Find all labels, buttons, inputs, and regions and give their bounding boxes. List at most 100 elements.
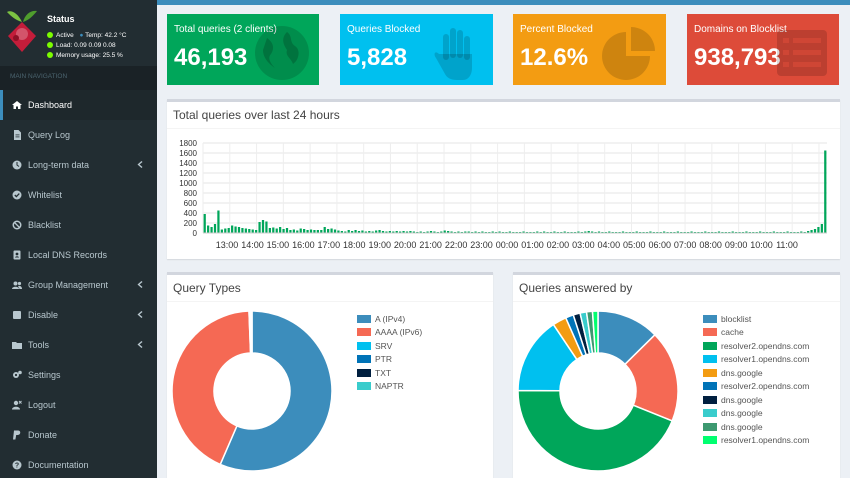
legend-item[interactable]: resolver2.opendns.com bbox=[703, 380, 809, 394]
bar-permitted[interactable] bbox=[309, 229, 313, 234]
bar-permitted[interactable] bbox=[327, 229, 330, 233]
bar-permitted[interactable] bbox=[330, 228, 333, 234]
bar-permitted[interactable] bbox=[237, 227, 241, 233]
bar-permitted[interactable] bbox=[299, 228, 302, 234]
bar-permitted[interactable] bbox=[813, 229, 817, 233]
sidebar-item-disable[interactable]: Disable bbox=[0, 300, 157, 330]
sidebar-item-long-term-data[interactable]: Long-term data bbox=[0, 150, 157, 180]
bar-permitted[interactable] bbox=[649, 231, 652, 234]
bar-permitted[interactable] bbox=[786, 231, 789, 234]
bar-permitted[interactable] bbox=[227, 228, 230, 233]
bar-permitted[interactable] bbox=[450, 231, 453, 234]
legend-item[interactable]: SRV bbox=[357, 339, 422, 353]
bar-permitted[interactable] bbox=[244, 228, 247, 234]
legend-item[interactable]: resolver1.opendns.com bbox=[703, 434, 809, 448]
bar-permitted[interactable] bbox=[323, 227, 326, 233]
bar-permitted[interactable] bbox=[213, 224, 217, 233]
bar-permitted[interactable] bbox=[282, 229, 285, 233]
sidebar-item-tools[interactable]: Tools bbox=[0, 330, 157, 360]
bar-permitted[interactable] bbox=[289, 230, 292, 233]
bar-permitted[interactable] bbox=[536, 231, 539, 234]
legend-item[interactable]: A (IPv4) bbox=[357, 312, 422, 326]
bar-permitted[interactable] bbox=[433, 231, 436, 234]
bar-permitted[interactable] bbox=[241, 228, 244, 233]
bar-permitted[interactable] bbox=[800, 231, 803, 234]
bar-permitted[interactable] bbox=[248, 229, 251, 233]
legend-item[interactable]: dns.google bbox=[703, 393, 809, 407]
bar-permitted[interactable] bbox=[429, 231, 433, 233]
bar-permitted[interactable] bbox=[220, 229, 223, 234]
bar-permitted[interactable] bbox=[405, 231, 409, 234]
bar-permitted[interactable] bbox=[285, 228, 289, 233]
bar-permitted[interactable] bbox=[224, 228, 227, 234]
donut-slice[interactable] bbox=[219, 310, 333, 472]
bar-permitted[interactable] bbox=[371, 231, 374, 234]
bar-permitted[interactable] bbox=[577, 231, 580, 234]
bar-permitted[interactable] bbox=[690, 231, 693, 234]
bar-permitted[interactable] bbox=[368, 231, 371, 233]
bar-permitted[interactable] bbox=[217, 210, 220, 234]
bar-permitted[interactable] bbox=[272, 227, 275, 234]
bar-permitted[interactable] bbox=[344, 231, 347, 234]
query-types-chart[interactable] bbox=[167, 306, 337, 476]
bar-permitted[interactable] bbox=[292, 229, 295, 234]
domains-on-blocklist-box[interactable]: Domains on Blocklist 938,793 bbox=[687, 14, 839, 85]
bar-permitted[interactable] bbox=[265, 221, 268, 234]
sidebar-item-settings[interactable]: Settings bbox=[0, 360, 157, 390]
bar-permitted[interactable] bbox=[306, 230, 309, 233]
bar-permitted[interactable] bbox=[587, 231, 590, 233]
legend-item[interactable]: blocklist bbox=[703, 312, 809, 326]
bar-permitted[interactable] bbox=[234, 226, 237, 234]
bar-permitted[interactable] bbox=[412, 231, 415, 234]
bar-permitted[interactable] bbox=[320, 230, 323, 233]
bar-permitted[interactable] bbox=[279, 227, 282, 233]
bar-permitted[interactable] bbox=[745, 231, 748, 234]
sidebar-item-logout[interactable]: Logout bbox=[0, 390, 157, 420]
sidebar-item-local-dns-records[interactable]: Local DNS Records bbox=[0, 240, 157, 270]
bar-permitted[interactable] bbox=[275, 228, 278, 234]
bar-permitted[interactable] bbox=[443, 230, 446, 234]
bar-permitted[interactable] bbox=[663, 231, 666, 234]
bar-permitted[interactable] bbox=[337, 230, 340, 234]
bar-permitted[interactable] bbox=[333, 229, 337, 234]
bar-permitted[interactable] bbox=[597, 231, 601, 234]
sidebar-item-donate[interactable]: Donate bbox=[0, 420, 157, 450]
bar-permitted[interactable] bbox=[357, 231, 361, 233]
legend-item[interactable]: resolver1.opendns.com bbox=[703, 353, 809, 367]
legend-item[interactable]: dns.google bbox=[703, 407, 809, 421]
bar-permitted[interactable] bbox=[543, 231, 546, 234]
percent-blocked-box[interactable]: Percent Blocked 12.6% bbox=[513, 14, 666, 85]
bar-permitted[interactable] bbox=[399, 231, 402, 234]
bar-permitted[interactable] bbox=[347, 230, 350, 233]
bar-permitted[interactable] bbox=[210, 227, 213, 233]
bar-permitted[interactable] bbox=[464, 231, 467, 234]
bar-permitted[interactable] bbox=[261, 220, 265, 233]
bar-permitted[interactable] bbox=[378, 230, 381, 233]
bar-permitted[interactable] bbox=[474, 231, 477, 234]
bar-permitted[interactable] bbox=[419, 231, 422, 234]
donut-slice[interactable] bbox=[171, 310, 252, 466]
legend-item[interactable]: PTR bbox=[357, 353, 422, 367]
queries-answered-chart[interactable] bbox=[513, 306, 683, 476]
bar-permitted[interactable] bbox=[402, 231, 405, 233]
bar-permitted[interactable] bbox=[258, 222, 261, 233]
legend-item[interactable]: resolver2.opendns.com bbox=[703, 339, 809, 353]
bar-permitted[interactable] bbox=[817, 227, 820, 233]
bar-permitted[interactable] bbox=[759, 231, 762, 234]
bar-permitted[interactable] bbox=[351, 231, 354, 233]
bar-permitted[interactable] bbox=[375, 230, 378, 234]
total-queries-box[interactable]: Total queries (2 clients) 46,193 bbox=[167, 14, 319, 85]
bar-permitted[interactable] bbox=[635, 231, 638, 234]
bar-permitted[interactable] bbox=[676, 231, 679, 234]
bar-permitted[interactable] bbox=[340, 231, 343, 233]
bar-permitted[interactable] bbox=[810, 230, 813, 233]
bar-permitted[interactable] bbox=[731, 231, 734, 234]
bar-permitted[interactable] bbox=[251, 229, 254, 234]
bar-permitted[interactable] bbox=[203, 214, 206, 233]
bar-permitted[interactable] bbox=[395, 231, 398, 233]
bar-permitted[interactable] bbox=[392, 231, 395, 234]
bar-permitted[interactable] bbox=[481, 231, 484, 234]
bar-permitted[interactable] bbox=[207, 225, 210, 234]
bar-permitted[interactable] bbox=[231, 225, 234, 234]
bar-permitted[interactable] bbox=[467, 231, 470, 234]
